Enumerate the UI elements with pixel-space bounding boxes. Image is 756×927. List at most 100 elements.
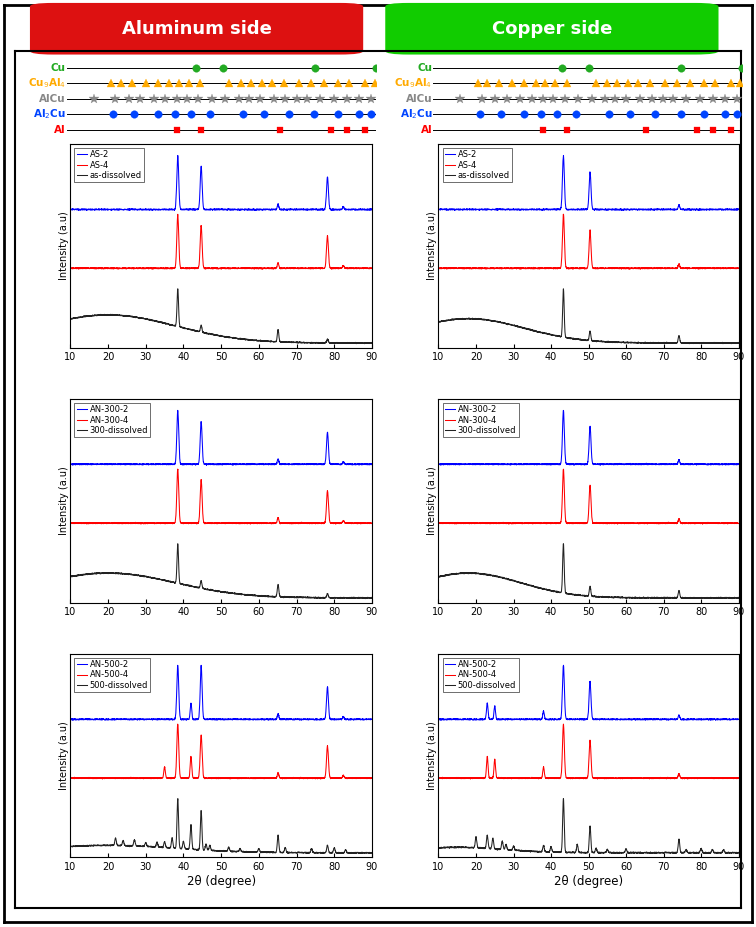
AN-300-4 <box>728 517 737 528</box>
500-dissolved <box>468 842 477 853</box>
as-dissolved <box>562 332 572 343</box>
AN-500-2 <box>468 715 477 726</box>
Text: Al$_2$Cu: Al$_2$Cu <box>33 108 66 121</box>
300-dissolved <box>734 592 743 603</box>
AN-500-4 <box>118 773 127 784</box>
as-dissolved <box>194 325 203 337</box>
AN-300-2 <box>549 459 558 470</box>
AN-500-2 <box>367 714 376 725</box>
500-dissolved <box>329 844 338 855</box>
Text: Cu: Cu <box>417 63 432 73</box>
AS-2 <box>538 205 547 216</box>
AS-4 <box>66 262 75 273</box>
Text: Cu: Cu <box>51 63 66 73</box>
AN-500-4 <box>559 718 568 730</box>
AN-500-4 <box>316 773 325 784</box>
AS-4 <box>734 262 743 273</box>
AN-300-4 <box>66 517 75 528</box>
Legend: AN-500-2, AN-500-4, 500-dissolved: AN-500-2, AN-500-4, 500-dissolved <box>75 657 150 692</box>
Legend: AN-500-2, AN-500-4, 500-dissolved: AN-500-2, AN-500-4, 500-dissolved <box>443 657 519 692</box>
Line: 500-dissolved: 500-dissolved <box>438 799 739 854</box>
AN-500-2 <box>329 714 338 725</box>
Y-axis label: Intensity (a.u): Intensity (a.u) <box>59 721 69 790</box>
AS-4 <box>549 262 558 273</box>
AN-500-4 <box>329 772 338 783</box>
300-dissolved <box>434 571 443 582</box>
AN-300-2 <box>734 459 743 470</box>
AN-500-4 <box>486 773 495 784</box>
Legend: AS-2, AS-4, as-dissolved: AS-2, AS-4, as-dissolved <box>443 147 513 183</box>
AN-300-2 <box>434 459 443 470</box>
Text: Al: Al <box>420 124 432 134</box>
Line: 500-dissolved: 500-dissolved <box>70 799 372 854</box>
500-dissolved <box>549 846 558 857</box>
AN-300-2 <box>329 459 338 470</box>
AN-500-4 <box>696 772 705 783</box>
AN-300-2 <box>569 460 578 471</box>
AN-500-2 <box>118 714 127 725</box>
AN-300-4 <box>194 513 203 524</box>
AN-300-4 <box>331 518 340 529</box>
500-dissolved <box>194 843 203 854</box>
AN-500-4 <box>101 772 110 783</box>
AN-300-4 <box>181 517 191 528</box>
AN-500-2 <box>182 715 191 726</box>
AS-2 <box>468 204 477 215</box>
AS-4 <box>101 263 110 274</box>
AS-4 <box>434 262 443 273</box>
AN-500-2 <box>562 714 572 725</box>
500-dissolved <box>696 844 705 856</box>
Line: AN-300-2: AN-300-2 <box>70 411 372 465</box>
AN-500-2 <box>181 714 191 725</box>
300-dissolved <box>173 539 182 550</box>
as-dissolved <box>360 338 369 349</box>
300-dissolved <box>118 568 127 579</box>
Text: Copper side: Copper side <box>491 19 612 38</box>
AN-500-2 <box>434 714 443 725</box>
Text: AlCu: AlCu <box>406 94 432 104</box>
AN-500-4 <box>173 718 182 730</box>
AN-300-4 <box>559 464 568 475</box>
as-dissolved <box>361 337 370 349</box>
AS-4 <box>367 262 376 273</box>
AS-2 <box>559 150 568 161</box>
as-dissolved <box>66 313 75 324</box>
AN-300-4 <box>329 518 338 529</box>
AN-300-2 <box>118 459 127 470</box>
AN-300-2 <box>559 405 568 416</box>
AS-2 <box>66 204 75 215</box>
AS-2 <box>361 204 370 215</box>
as-dissolved <box>559 284 568 295</box>
AS-4 <box>268 263 277 274</box>
AN-500-4 <box>683 773 692 784</box>
300-dissolved <box>559 539 568 550</box>
Text: Cu$_9$Al$_4$: Cu$_9$Al$_4$ <box>28 76 66 90</box>
AN-300-4 <box>361 517 370 528</box>
Line: as-dissolved: as-dissolved <box>70 289 372 344</box>
300-dissolved <box>367 592 376 603</box>
AS-2 <box>195 198 204 210</box>
as-dissolved <box>549 330 558 341</box>
AS-2 <box>329 204 338 215</box>
Line: 300-dissolved: 300-dissolved <box>70 544 372 599</box>
AS-4 <box>173 209 182 220</box>
300-dissolved <box>361 593 370 604</box>
X-axis label: 2θ (degree): 2θ (degree) <box>187 875 256 888</box>
500-dissolved <box>361 847 370 858</box>
AS-2 <box>173 150 182 161</box>
as-dissolved <box>468 313 477 324</box>
500-dissolved <box>333 848 342 859</box>
500-dissolved <box>728 847 737 858</box>
300-dissolved <box>194 582 203 593</box>
Line: AS-4: AS-4 <box>70 214 372 269</box>
AS-2 <box>696 204 705 215</box>
AN-300-2 <box>101 459 110 470</box>
Line: AN-500-2: AN-500-2 <box>438 666 739 720</box>
AN-500-2 <box>559 660 568 671</box>
as-dissolved <box>173 284 182 295</box>
AN-500-2 <box>549 714 558 725</box>
300-dissolved <box>486 570 495 581</box>
500-dissolved <box>118 836 127 847</box>
500-dissolved <box>486 843 495 854</box>
Line: AN-300-4: AN-300-4 <box>70 469 372 524</box>
